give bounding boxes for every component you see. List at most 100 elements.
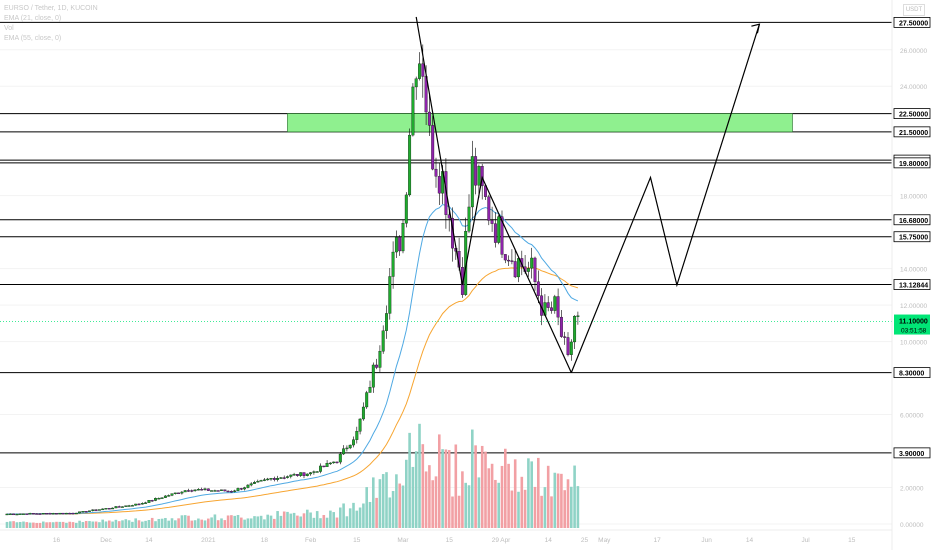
candle-body [64,512,68,515]
price-tick-label: 12.00000 [900,303,927,310]
volume-bar [358,507,362,528]
candle-body [239,488,243,490]
legend-volume: Vol [4,25,14,32]
volume-bar [487,468,491,528]
volume-bar [12,521,15,528]
candle-body [203,488,207,490]
candle-body [193,489,197,492]
candle-body [163,495,167,498]
volume-bar [203,520,207,528]
candle-body [325,463,329,467]
volume-bar [167,520,170,528]
volume-bar [395,474,398,528]
volume-bar [108,520,111,528]
candle-body [513,261,517,278]
volume-bar [563,490,566,528]
candle-body [55,513,58,515]
candle-body [117,506,121,508]
candle-body [187,490,190,492]
volume-bar [533,486,537,528]
ema55-line [7,267,579,515]
volume-bar [236,514,240,528]
candle-body [566,337,570,355]
candle-body [78,511,82,514]
candle-body [358,418,362,432]
volume-bar [164,517,167,528]
candle-body [391,251,395,277]
candle-body [348,444,352,449]
candle-body [88,510,91,512]
candle-body [61,512,65,515]
level-price-tag [893,126,931,138]
candle-body [474,156,478,186]
candle-body [107,508,111,510]
volume-bar [35,522,38,528]
volume-bar [457,495,461,528]
volume-bar [22,521,25,528]
candle-body [253,482,256,484]
volume-bar [339,507,342,528]
candle-body [319,465,322,472]
volume-bar [517,491,520,528]
volume-bar [207,518,210,528]
time-tick-label: 14 [746,537,754,544]
volume-bar [375,497,378,528]
volume-bar [233,515,236,528]
candle-body [220,489,223,491]
volume-bar [28,522,32,528]
currency-unit-button[interactable]: USDT [903,4,925,16]
volume-bar [226,515,230,528]
candle-body [200,489,204,491]
volume-bar [447,450,451,528]
candle-body [282,477,286,479]
price-tick-label: 0.00000 [900,522,924,529]
price-tick-label: 24.00000 [900,84,927,91]
volume-bar [68,521,71,528]
candle-body [279,477,283,479]
volume-bar [362,503,365,528]
candle-countdown-label: 03:51:58 [901,328,927,335]
candle-body [229,491,233,493]
candle-body [536,281,540,296]
candle-body [259,480,263,482]
candle-body [137,503,141,506]
candle-body [507,259,511,262]
candle-body [144,502,148,504]
volume-bar [566,479,570,528]
volume-bar [388,497,392,528]
candle-body [530,257,534,269]
volume-bar [467,485,471,528]
candle-body [18,513,22,515]
volume-bar [230,515,233,528]
candle-body [256,481,260,483]
time-tick-label: 2021 [201,537,216,544]
volume-bar [507,463,510,528]
volume-bar [378,479,382,528]
candle-body [493,223,497,243]
volume-bar [117,521,121,528]
volume-bar [61,521,65,528]
current-price-tag [894,314,930,335]
volume-bar [573,465,576,528]
volume-bar [286,511,289,528]
candle-body [243,487,247,490]
candle-body [355,431,359,440]
level-price-tag [893,108,931,119]
ema-lines [7,203,579,515]
candle-body [345,447,349,450]
volume-bar [266,514,269,528]
time-tick-label: Jul [801,537,810,544]
volume-bar [38,522,42,528]
candle-body [510,260,514,262]
volume-bar [332,512,335,528]
volume-bar [494,479,497,528]
volume-bar [174,520,177,528]
price-tick-label: 2.00000 [900,486,924,493]
volume-bar [431,480,434,528]
volume-bar [513,459,517,528]
candle-body [206,488,210,491]
time-tick-label: 14 [145,537,153,544]
volume-bar [249,518,253,528]
